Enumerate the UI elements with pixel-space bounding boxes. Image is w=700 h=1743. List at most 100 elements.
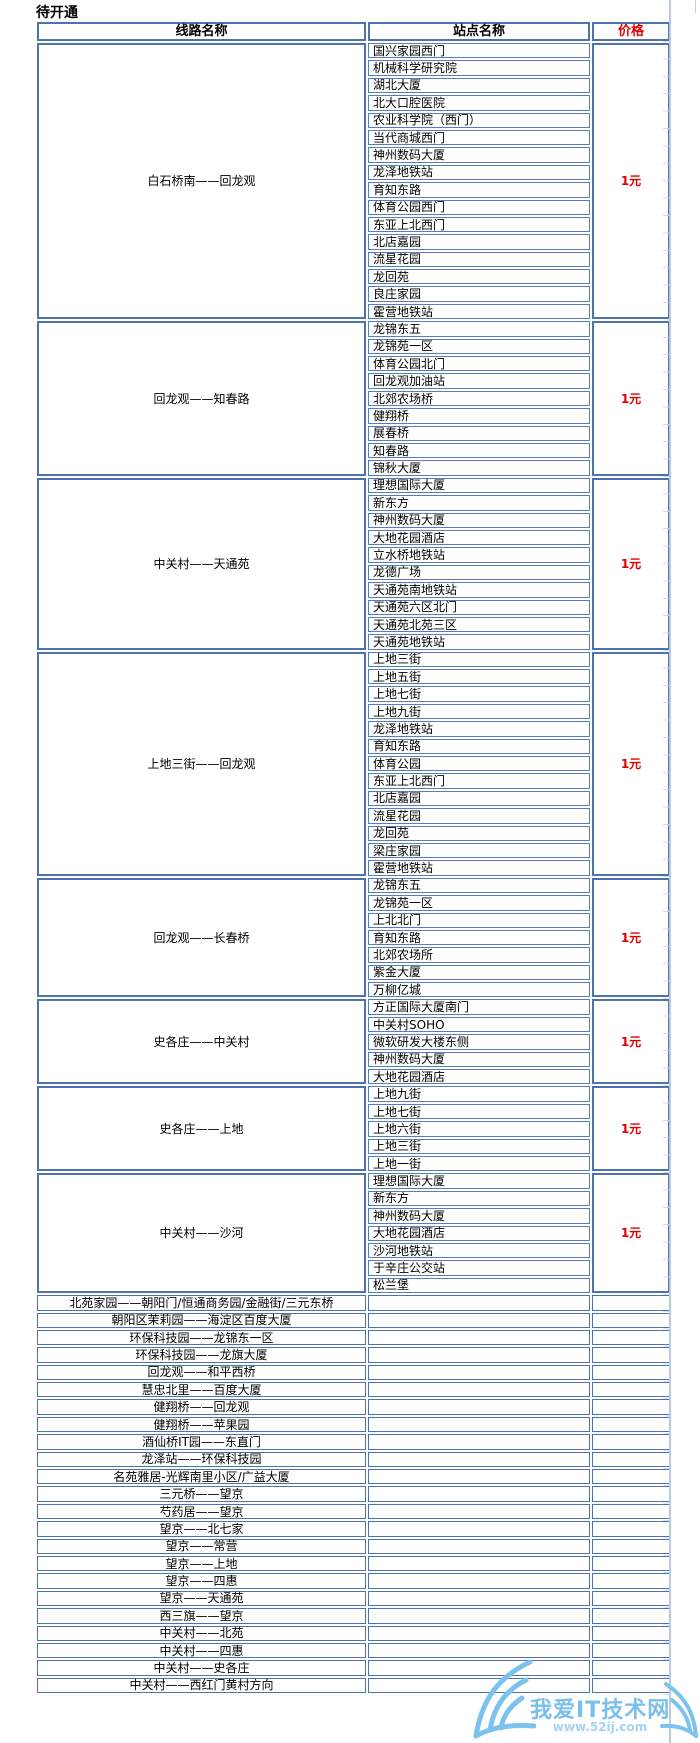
stations-column: 理想国际大厦 新东方 神州数码大厦 大地花园酒店 沙河地铁站 于辛庄公交站 松兰堡	[368, 1173, 590, 1294]
station-cell: 体育公园西门	[368, 199, 590, 215]
empty-station-cell	[368, 1399, 590, 1415]
route-name-cell: 回龙观——长春桥	[37, 877, 366, 998]
empty-station-cell	[368, 1451, 590, 1468]
station-cell: 理想国际大厦	[368, 477, 590, 494]
station-cell: 天通苑六区北门	[368, 599, 590, 615]
route-name-cell: 望京——天通苑	[37, 1590, 366, 1607]
right-gridline-ticks	[663, 41, 669, 1697]
watermark-site-name: 我爱IT技术网	[530, 1698, 671, 1723]
station-cell: 立水桥地铁站	[368, 547, 590, 563]
station-cell: 龙锦东五	[368, 877, 590, 894]
station-cell: 育知东路	[368, 182, 590, 198]
station-cell: 神州数码大厦	[368, 1208, 590, 1224]
price-cell: 1元	[592, 999, 670, 1085]
empty-station-cell	[368, 1416, 590, 1433]
station-cell: 流星花园	[368, 808, 590, 824]
table-row: 龙泽站——环保科技园	[37, 1451, 670, 1468]
empty-station-cell	[368, 1660, 590, 1676]
station-cell: 天通苑北苑三区	[368, 616, 590, 633]
stations-column: 龙锦东五 龙锦苑一区 上北北门 育知东路 北郊农场所 紫金大厦 万柳亿城	[368, 877, 590, 998]
station-cell: 上地一街	[368, 1156, 590, 1172]
route-name-cell: 上地三街——回龙观	[37, 651, 366, 876]
top-right-gridline-stub	[695, 0, 696, 13]
table-row: 名苑雅居-光辉南里小区/广益大厦	[37, 1469, 670, 1485]
station-cell: 新东方	[368, 1190, 590, 1207]
empty-price-cell	[592, 1625, 670, 1641]
empty-station-cell	[368, 1434, 590, 1450]
station-cell: 中关村SOHO	[368, 1016, 590, 1033]
station-cell: 北大口腔医院	[368, 95, 590, 111]
station-cell: 上地七街	[368, 686, 590, 702]
station-cell: 流星花园	[368, 251, 590, 268]
table-row: 酒仙桥IT园——东直门	[37, 1434, 670, 1450]
route-name-cell: 健翔桥——回龙观	[37, 1399, 366, 1415]
empty-station-cell	[368, 1329, 590, 1346]
price-cell: 1元	[592, 477, 670, 650]
route-name-cell: 望京——上地	[37, 1555, 366, 1572]
empty-station-cell	[368, 1486, 590, 1502]
table-row: 环保科技园——龙旗大厦	[37, 1347, 670, 1363]
empty-price-cell	[592, 1399, 670, 1415]
route-section: 中关村——沙河 理想国际大厦 新东方 神州数码大厦 大地花园酒店 沙河地铁站 于辛庄公交站松…	[37, 1173, 670, 1294]
route-section: 回龙观——长春桥 龙锦东五 龙锦苑一区 上北北门 育知东路 北郊农场所 紫金大厦 万柳亿城 1元	[37, 877, 670, 998]
stations-column: 方正国际大厦南门 中关村SOHO 微软研发大楼东侧 神州数码大厦 大地花园酒店	[368, 999, 590, 1085]
station-cell: 龙泽地铁站	[368, 721, 590, 737]
route-name-cell: 中关村——四惠	[37, 1642, 366, 1659]
price-cell: 1元	[592, 651, 670, 876]
empty-station-cell	[368, 1538, 590, 1554]
table-row: 慧忠北里——百度大厦	[37, 1382, 670, 1398]
station-cell: 龙锦东五	[368, 321, 590, 337]
station-cell: 上地六街	[368, 1121, 590, 1137]
watermark-site-url: www.52ij.com	[552, 1720, 648, 1734]
station-cell: 上地九街	[368, 1086, 590, 1102]
station-cell: 于辛庄公交站	[368, 1260, 590, 1276]
station-cell: 松兰堡	[368, 1277, 590, 1294]
empty-price-cell	[592, 1295, 670, 1311]
route-name-cell: 史各庄——上地	[37, 1086, 366, 1172]
station-cell: 龙锦苑一区	[368, 338, 590, 355]
station-cell: 万柳亿城	[368, 982, 590, 998]
station-cell: 国兴家园西门	[368, 43, 590, 59]
table-row: 三元桥——望京	[37, 1486, 670, 1502]
table-row: 望京——上地	[37, 1555, 670, 1572]
station-cell: 微软研发大楼东侧	[368, 1034, 590, 1050]
empty-price-cell	[592, 1642, 670, 1659]
station-cell: 农业科学院（西门）	[368, 112, 590, 128]
route-name-cell: 回龙观——知春路	[37, 321, 366, 476]
station-cell: 良庄家园	[368, 286, 590, 302]
station-cell: 北郊农场桥	[368, 390, 590, 407]
route-name-cell: 望京——四惠	[37, 1573, 366, 1589]
route-name-cell: 史各庄——中关村	[37, 999, 366, 1085]
station-cell: 紫金大厦	[368, 964, 590, 981]
station-cell: 龙锦苑一区	[368, 895, 590, 911]
empty-price-cell	[592, 1555, 670, 1572]
table-row: 中关村——史各庄	[37, 1660, 670, 1676]
station-cell: 知春路	[368, 442, 590, 459]
price-cell: 1元	[592, 1086, 670, 1172]
stations-column: 龙锦东五 龙锦苑一区 体育公园北门 回龙观加油站 北郊农场桥 健翔桥 展春桥 知春路 锦秋大厦	[368, 321, 590, 476]
station-cell: 天通苑南地铁站	[368, 582, 590, 598]
route-name-cell: 环保科技园——龙旗大厦	[37, 1347, 366, 1363]
table-row: 望京——四惠	[37, 1573, 670, 1589]
station-cell: 锦秋大厦	[368, 460, 590, 476]
station-cell: 机械科学研究院	[368, 60, 590, 76]
station-cell: 霍营地铁站	[368, 303, 590, 320]
station-cell: 上地三街	[368, 651, 590, 668]
table-row: 中关村——四惠	[37, 1642, 670, 1659]
route-section: 中关村——天通苑 理想国际大厦 新东方 神州数码大厦 大地花园酒店 立水桥地铁站 龙德广场天…	[37, 477, 670, 650]
station-cell: 霍营地铁站	[368, 860, 590, 876]
route-section: 回龙观——知春路 龙锦东五 龙锦苑一区 体育公园北门 回龙观加油站 北郊农场桥 健翔桥 展春桥…	[37, 321, 670, 476]
empty-price-cell	[592, 1434, 670, 1450]
station-cell: 体育公园	[368, 756, 590, 772]
route-name-cell: 北苑家园——朝阳门/恒通商务园/金融街/三元东桥	[37, 1295, 366, 1311]
station-cell: 当代商城西门	[368, 129, 590, 146]
route-name-cell: 龙泽站——环保科技园	[37, 1451, 366, 1468]
empty-price-cell	[592, 1503, 670, 1520]
station-cell: 梁庄家园	[368, 842, 590, 859]
empty-station-cell	[368, 1555, 590, 1572]
station-cell: 理想国际大厦	[368, 1173, 590, 1189]
empty-station-cell	[368, 1364, 590, 1381]
station-cell: 上地五街	[368, 669, 590, 685]
station-cell: 北郊农场所	[368, 947, 590, 963]
route-name-cell: 望京——北七家	[37, 1521, 366, 1537]
